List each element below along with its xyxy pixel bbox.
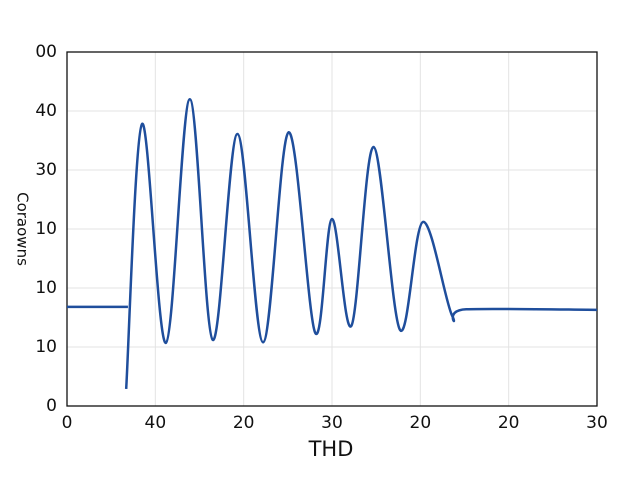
y-tick-label: 10 <box>35 337 57 357</box>
y-tick-label: 0 <box>46 396 57 416</box>
y-tick-label: 10 <box>35 219 57 239</box>
y-axis-title: Coraowns <box>14 192 32 266</box>
plot-frame <box>66 51 598 407</box>
x-tick-label: 30 <box>586 413 608 433</box>
x-tick-label: 20 <box>498 413 520 433</box>
x-tick-label: 30 <box>321 413 343 433</box>
x-tick-label: 0 <box>62 413 73 433</box>
y-tick-label: 40 <box>35 101 57 121</box>
y-tick-label: 30 <box>35 160 57 180</box>
data-line <box>67 97 598 389</box>
x-tick-label: 40 <box>145 413 167 433</box>
y-tick-label: 00 <box>35 42 57 62</box>
y-tick-label: 10 <box>35 278 57 298</box>
x-tick-label: 20 <box>410 413 432 433</box>
x-axis-title: THD <box>308 437 354 461</box>
x-tick-label: 20 <box>233 413 255 433</box>
